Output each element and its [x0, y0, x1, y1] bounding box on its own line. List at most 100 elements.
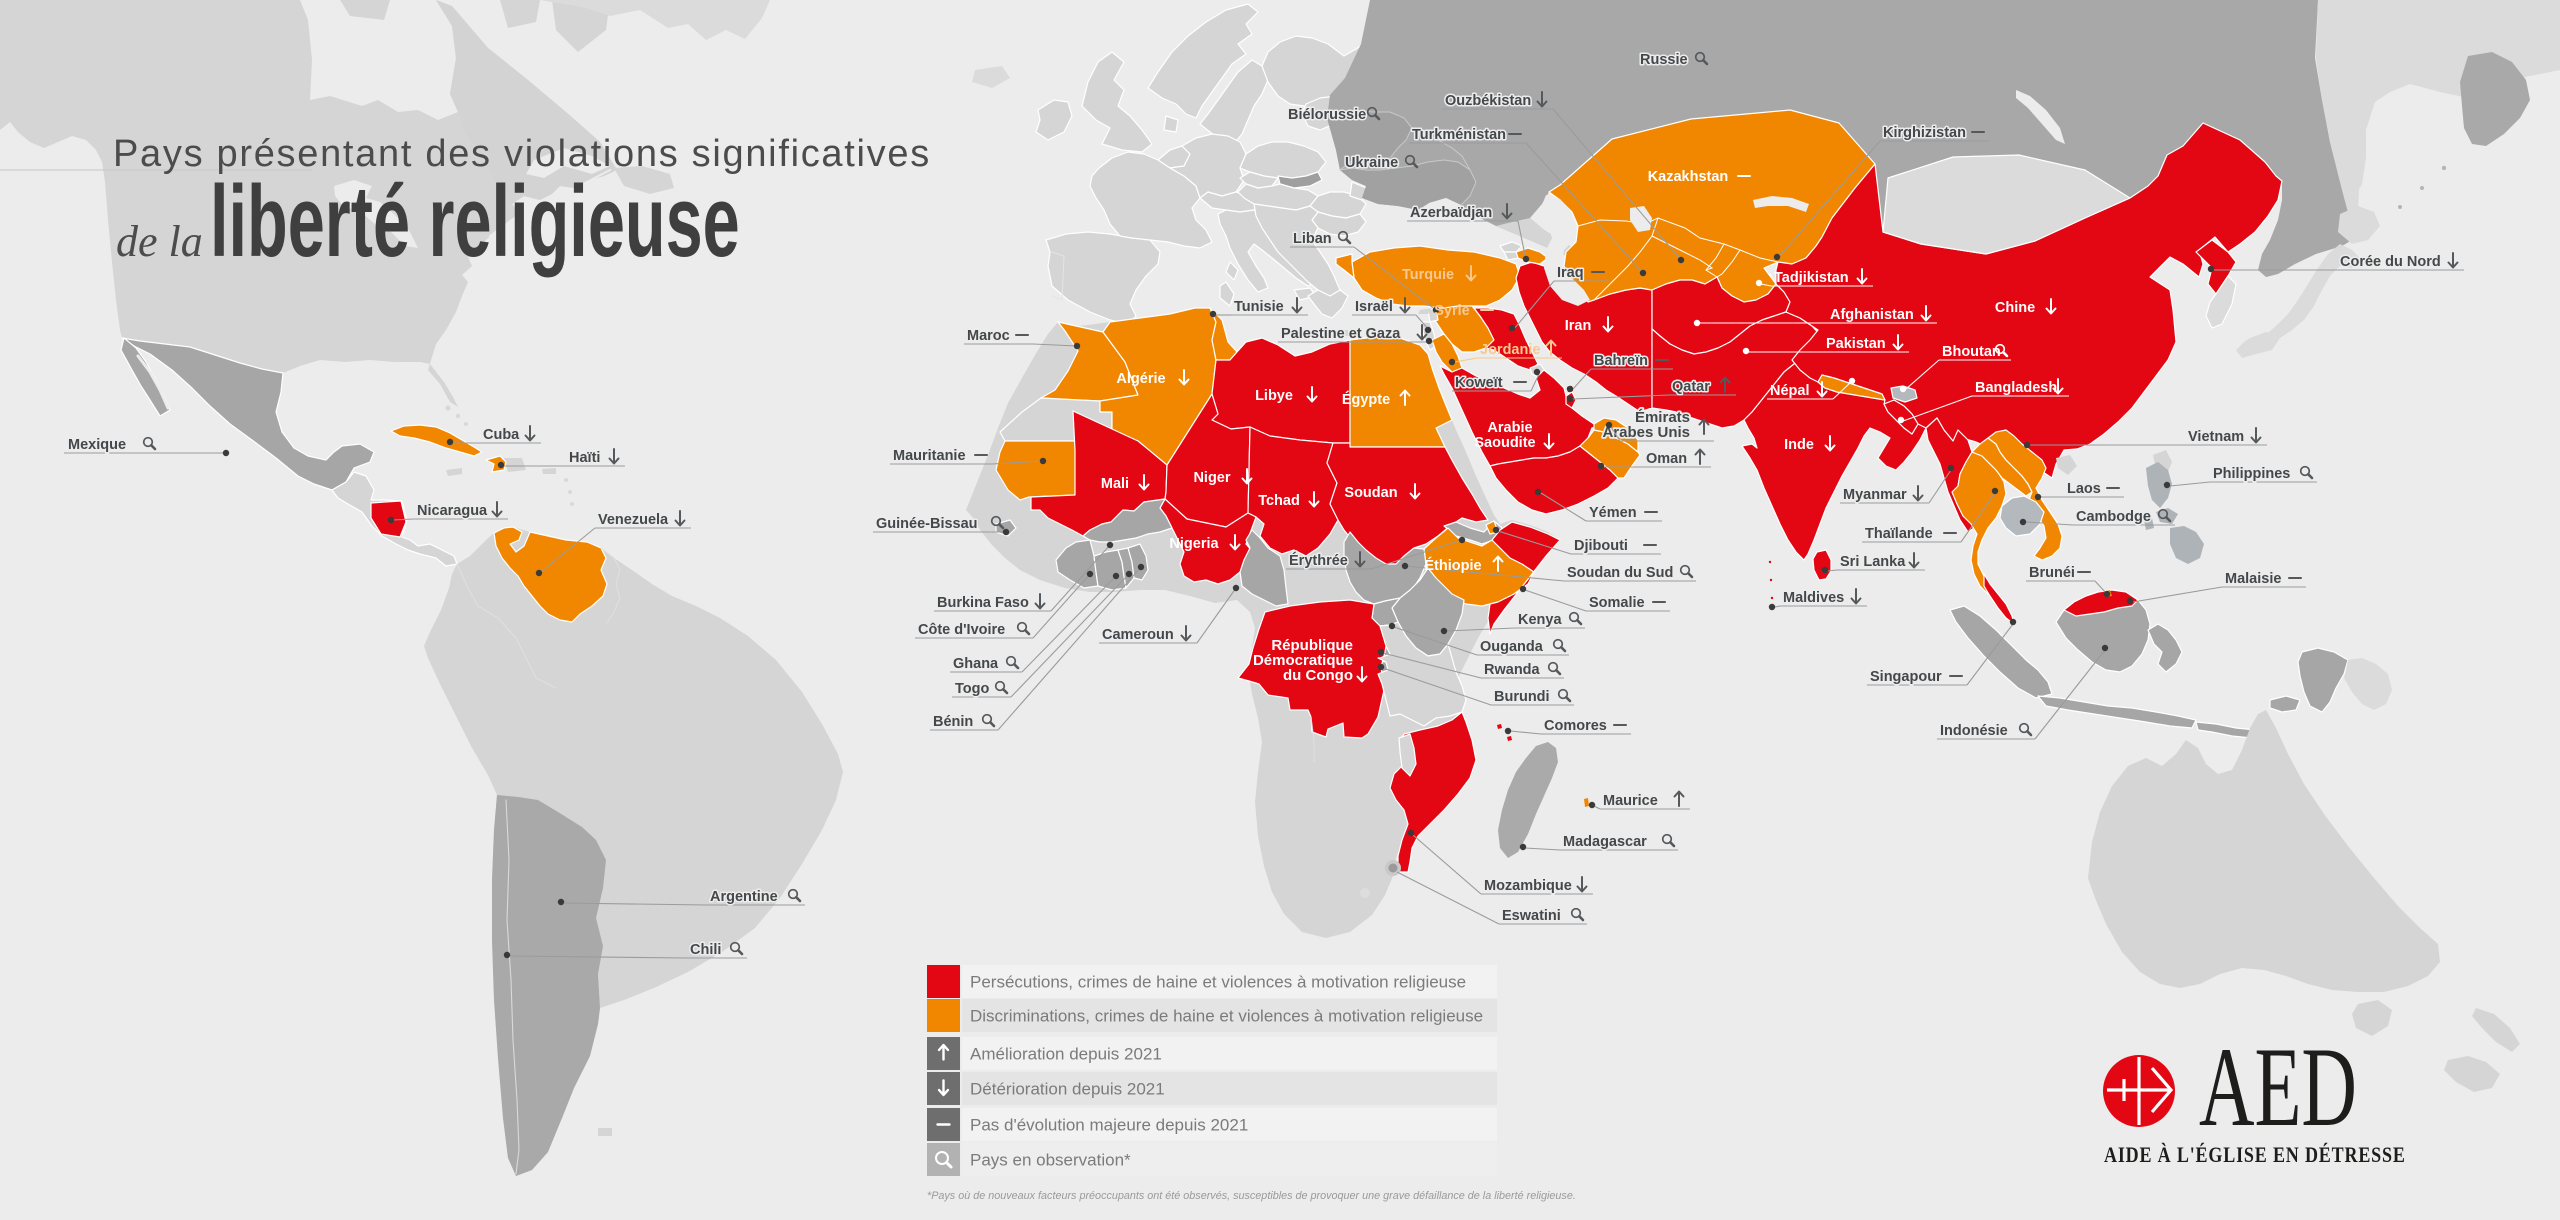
svg-text:Togo: Togo	[955, 681, 989, 697]
svg-text:Cuba: Cuba	[483, 427, 520, 443]
svg-text:Arabes Unis: Arabes Unis	[1602, 424, 1690, 441]
svg-text:Corée du Nord: Corée du Nord	[2340, 254, 2441, 270]
svg-text:Biélorussie: Biélorussie	[1288, 107, 1366, 123]
svg-text:AED: AED	[2199, 1024, 2357, 1149]
svg-text:Éthiopie: Éthiopie	[1424, 557, 1481, 574]
svg-text:Singapour: Singapour	[1870, 669, 1942, 685]
svg-text:Pays présentant des violations: Pays présentant des violations significa…	[113, 133, 931, 175]
svg-text:Libye: Libye	[1255, 388, 1293, 404]
svg-text:Palestine et Gaza: Palestine et Gaza	[1281, 326, 1401, 342]
svg-text:Chili: Chili	[690, 942, 721, 958]
svg-text:Russie: Russie	[1640, 52, 1688, 68]
svg-text:Inde: Inde	[1784, 437, 1814, 453]
svg-text:Maroc: Maroc	[967, 328, 1010, 344]
svg-text:Yémen: Yémen	[1589, 505, 1637, 521]
svg-text:Israël: Israël	[1355, 299, 1393, 315]
svg-text:Mali: Mali	[1101, 476, 1129, 492]
svg-text:Érythrée: Érythrée	[1289, 552, 1348, 569]
svg-text:Vietnam: Vietnam	[2188, 429, 2244, 445]
svg-text:Cambodge: Cambodge	[2076, 509, 2151, 525]
svg-text:Cameroun: Cameroun	[1102, 627, 1174, 643]
svg-text:Comores: Comores	[1544, 718, 1607, 734]
svg-text:Kirghizistan: Kirghizistan	[1883, 125, 1966, 141]
svg-text:Turquie: Turquie	[1402, 267, 1454, 283]
svg-text:Azerbaïdjan: Azerbaïdjan	[1410, 205, 1492, 221]
svg-text:Indonésie: Indonésie	[1940, 723, 2008, 739]
svg-text:Venezuela: Venezuela	[598, 512, 669, 528]
svg-text:Maurice: Maurice	[1603, 793, 1658, 809]
svg-text:Ouganda: Ouganda	[1480, 639, 1544, 655]
svg-text:Brunéi: Brunéi	[2029, 565, 2075, 581]
svg-text:Burkina Faso: Burkina Faso	[937, 595, 1029, 611]
svg-text:Égypte: Égypte	[1342, 391, 1390, 408]
svg-text:Philippines: Philippines	[2213, 466, 2290, 482]
svg-text:Ghana: Ghana	[953, 656, 999, 672]
svg-text:Liban: Liban	[1293, 231, 1332, 247]
svg-text:Argentine: Argentine	[710, 889, 778, 905]
svg-text:Eswatini: Eswatini	[1502, 908, 1561, 924]
svg-text:de la: de la	[116, 217, 203, 266]
svg-text:Bhoutan: Bhoutan	[1942, 344, 2001, 360]
svg-text:Kazakhstan: Kazakhstan	[1648, 169, 1729, 185]
svg-text:Soudan du Sud: Soudan du Sud	[1567, 565, 1673, 581]
svg-text:Émirats: Émirats	[1635, 409, 1690, 426]
svg-text:Kenya: Kenya	[1518, 612, 1562, 628]
svg-text:Côte d'Ivoire: Côte d'Ivoire	[918, 622, 1005, 638]
svg-text:Somalie: Somalie	[1589, 595, 1645, 611]
svg-text:Pakistan: Pakistan	[1826, 336, 1886, 352]
svg-text:Algérie: Algérie	[1116, 371, 1165, 387]
svg-text:Persécutions, crimes de haine: Persécutions, crimes de haine et violenc…	[970, 973, 1466, 992]
svg-text:Sri Lanka: Sri Lanka	[1840, 554, 1906, 570]
svg-text:Arabie: Arabie	[1487, 420, 1532, 436]
svg-text:Mexique: Mexique	[68, 437, 126, 453]
svg-text:Ouzbékistan: Ouzbékistan	[1445, 93, 1531, 109]
svg-text:Démocratique: Démocratique	[1253, 652, 1353, 669]
svg-text:Turkménistan: Turkménistan	[1412, 127, 1506, 143]
svg-text:Bangladesh: Bangladesh	[1975, 380, 2057, 396]
svg-text:Ukraine: Ukraine	[1345, 155, 1398, 171]
svg-text:Afghanistan: Afghanistan	[1830, 307, 1914, 323]
svg-text:Tunisie: Tunisie	[1234, 299, 1284, 315]
svg-text:Amélioration depuis 2021: Amélioration depuis 2021	[970, 1045, 1162, 1064]
svg-text:AIDE À L'ÉGLISE EN DÉTRESSE: AIDE À L'ÉGLISE EN DÉTRESSE	[2104, 1142, 2406, 1167]
svg-text:Iran: Iran	[1565, 318, 1592, 334]
svg-text:Mauritanie: Mauritanie	[893, 448, 966, 464]
svg-text:Pays en observation*: Pays en observation*	[970, 1151, 1131, 1170]
svg-text:Rwanda: Rwanda	[1484, 662, 1541, 678]
svg-text:du Congo: du Congo	[1283, 667, 1353, 684]
svg-text:Maldives: Maldives	[1783, 590, 1844, 606]
svg-text:Koweït: Koweït	[1455, 375, 1503, 391]
svg-text:Soudan: Soudan	[1344, 485, 1397, 501]
svg-text:Bahreïn: Bahreïn	[1594, 353, 1648, 369]
svg-text:Syrie: Syrie	[1434, 303, 1469, 319]
svg-text:Tadjikistan: Tadjikistan	[1774, 270, 1849, 286]
svg-text:Guinée-Bissau: Guinée-Bissau	[876, 516, 978, 532]
svg-text:Bénin: Bénin	[933, 714, 973, 730]
svg-text:République: République	[1271, 637, 1353, 654]
svg-text:Pas d'évolution majeure depuis: Pas d'évolution majeure depuis 2021	[970, 1116, 1248, 1135]
svg-text:Myanmar: Myanmar	[1843, 487, 1907, 503]
svg-text:Qatar: Qatar	[1672, 379, 1710, 395]
svg-text:Tchad: Tchad	[1258, 493, 1300, 509]
svg-text:Mozambique: Mozambique	[1484, 878, 1572, 894]
svg-text:Népal: Népal	[1770, 383, 1810, 399]
svg-text:Jordanie: Jordanie	[1480, 342, 1540, 358]
svg-text:Iraq: Iraq	[1557, 265, 1584, 281]
svg-text:Laos: Laos	[2067, 481, 2101, 497]
svg-text:Détérioration depuis 2021: Détérioration depuis 2021	[970, 1080, 1165, 1099]
svg-text:Oman: Oman	[1646, 451, 1687, 467]
svg-text:Djibouti: Djibouti	[1574, 538, 1628, 554]
svg-text:Niger: Niger	[1193, 470, 1230, 486]
svg-text:Chine: Chine	[1995, 300, 2035, 316]
svg-text:Nigeria: Nigeria	[1169, 536, 1219, 552]
svg-text:Haïti: Haïti	[569, 450, 600, 466]
svg-text:Nicaragua: Nicaragua	[417, 503, 488, 519]
svg-text:liberté religieuse: liberté religieuse	[210, 166, 740, 278]
svg-text:Burundi: Burundi	[1494, 689, 1550, 705]
svg-text:*Pays où de nouveaux facteurs: *Pays où de nouveaux facteurs préoccupan…	[927, 1190, 1576, 1202]
svg-text:Discriminations, crimes de hai: Discriminations, crimes de haine et viol…	[970, 1007, 1483, 1026]
svg-text:Saoudite: Saoudite	[1474, 435, 1535, 451]
svg-text:Madagascar: Madagascar	[1563, 834, 1647, 850]
svg-text:Thaïlande: Thaïlande	[1865, 526, 1933, 542]
svg-text:Malaisie: Malaisie	[2225, 571, 2281, 587]
